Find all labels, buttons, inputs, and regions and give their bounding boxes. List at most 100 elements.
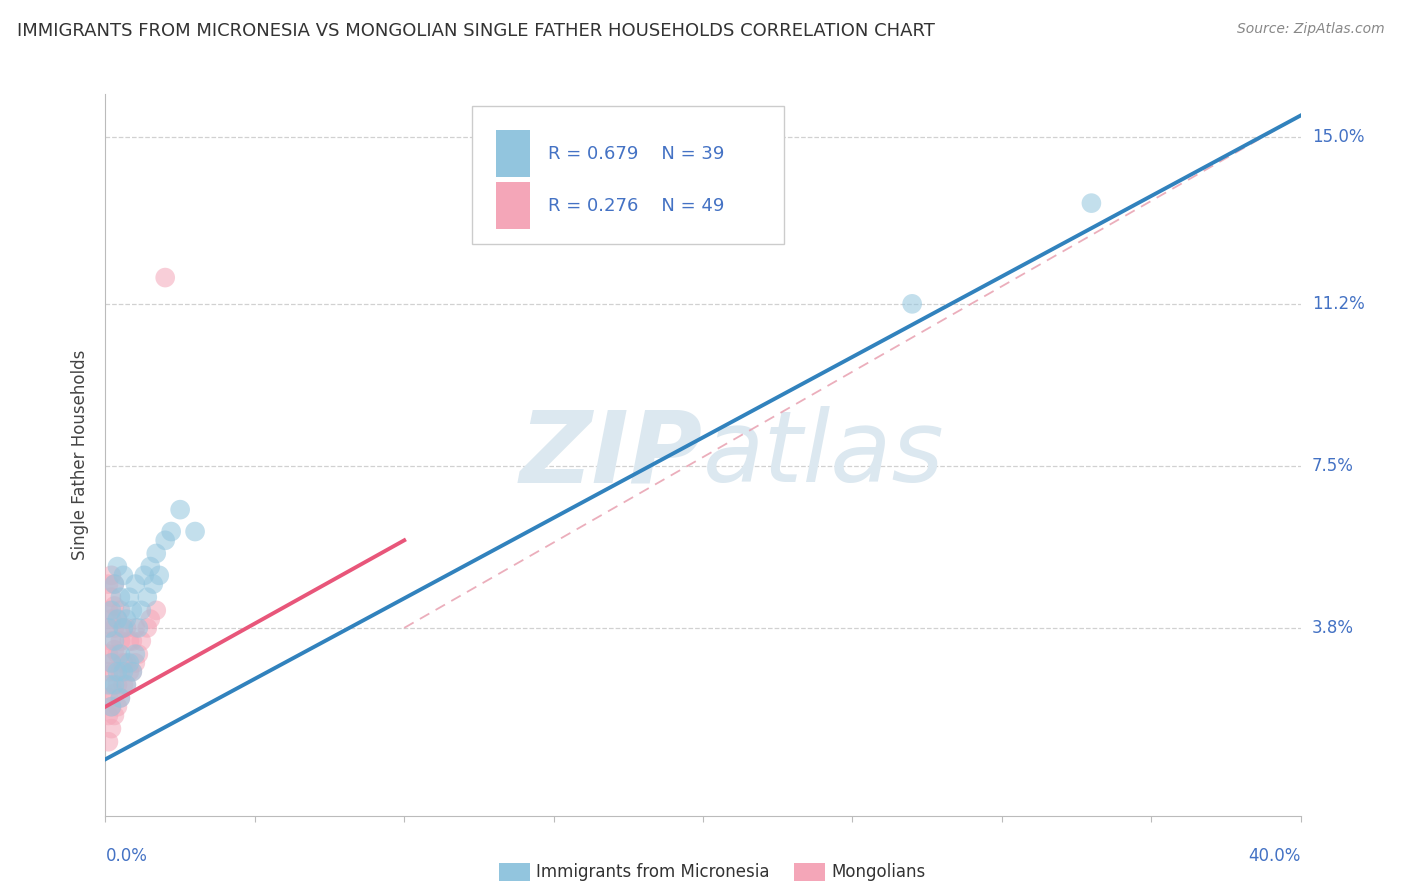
Point: [118, 656, 141, 670]
Point: [139, 612, 162, 626]
Point: [124, 647, 146, 661]
Point: [160, 524, 183, 539]
Point: [124, 621, 146, 635]
Point: [107, 647, 129, 661]
Point: [136, 591, 159, 605]
Point: [97, 665, 120, 679]
Point: [112, 665, 135, 679]
Point: [142, 577, 165, 591]
Point: [121, 634, 143, 648]
Text: Mongolians: Mongolians: [831, 863, 925, 881]
Point: [121, 665, 143, 679]
Point: [127, 647, 149, 661]
Point: [97, 603, 120, 617]
Point: [121, 603, 143, 617]
Point: [97, 708, 120, 723]
Text: IMMIGRANTS FROM MICRONESIA VS MONGOLIAN SINGLE FATHER HOUSEHOLDS CORRELATION CHA: IMMIGRANTS FROM MICRONESIA VS MONGOLIAN …: [17, 22, 935, 40]
Point: [112, 678, 135, 692]
Point: [97, 577, 120, 591]
Point: [110, 647, 132, 661]
Point: [100, 699, 122, 714]
Text: Source: ZipAtlas.com: Source: ZipAtlas.com: [1237, 22, 1385, 37]
Text: R = 0.679    N = 39: R = 0.679 N = 39: [547, 145, 724, 162]
Text: 3.8%: 3.8%: [1312, 619, 1354, 637]
Point: [112, 621, 135, 635]
Point: [103, 577, 125, 591]
Text: 0.0%: 0.0%: [105, 847, 148, 864]
Text: 15.0%: 15.0%: [1312, 128, 1364, 146]
Point: [103, 621, 125, 635]
Point: [107, 559, 129, 574]
Point: [103, 634, 125, 648]
Point: [129, 634, 153, 648]
Point: [115, 612, 138, 626]
Point: [100, 656, 122, 670]
Point: [97, 621, 120, 635]
Point: [184, 524, 207, 539]
Text: R = 0.276    N = 49: R = 0.276 N = 49: [547, 196, 724, 215]
Point: [124, 577, 146, 591]
Y-axis label: Single Father Households: Single Father Households: [72, 350, 90, 560]
Point: [100, 603, 122, 617]
Point: [107, 678, 129, 692]
Point: [107, 612, 129, 626]
Point: [115, 678, 138, 692]
Point: [136, 621, 159, 635]
Point: [134, 568, 156, 582]
Point: [112, 568, 135, 582]
Point: [97, 647, 120, 661]
Text: 40.0%: 40.0%: [1249, 847, 1301, 864]
Text: Immigrants from Micronesia: Immigrants from Micronesia: [536, 863, 769, 881]
Point: [103, 687, 125, 701]
Point: [103, 708, 125, 723]
Point: [97, 735, 120, 749]
Text: 7.5%: 7.5%: [1312, 457, 1354, 475]
Point: [118, 634, 141, 648]
Point: [103, 599, 125, 613]
FancyBboxPatch shape: [472, 106, 785, 244]
Point: [100, 591, 122, 605]
Point: [145, 546, 167, 560]
FancyBboxPatch shape: [496, 182, 530, 229]
Point: [115, 656, 138, 670]
Point: [139, 559, 162, 574]
Point: [1080, 196, 1102, 211]
Text: ZIP: ZIP: [520, 407, 703, 503]
Point: [103, 665, 125, 679]
Point: [155, 533, 177, 548]
Point: [100, 568, 122, 582]
Point: [110, 690, 132, 705]
Point: [155, 270, 177, 285]
Point: [100, 678, 122, 692]
Point: [124, 656, 146, 670]
FancyBboxPatch shape: [496, 130, 530, 178]
Point: [115, 621, 138, 635]
Point: [103, 678, 125, 692]
Point: [145, 603, 167, 617]
Point: [103, 577, 125, 591]
Point: [110, 690, 132, 705]
Point: [110, 603, 132, 617]
Point: [112, 621, 135, 635]
Point: [100, 656, 122, 670]
Point: [100, 612, 122, 626]
Point: [100, 722, 122, 736]
Point: [115, 678, 138, 692]
Point: [107, 699, 129, 714]
Point: [107, 612, 129, 626]
Point: [148, 568, 170, 582]
Point: [100, 699, 122, 714]
Point: [107, 665, 129, 679]
Point: [127, 621, 149, 635]
Text: 11.2%: 11.2%: [1312, 295, 1364, 313]
Point: [121, 665, 143, 679]
Point: [169, 502, 191, 516]
Point: [97, 621, 120, 635]
Point: [110, 634, 132, 648]
Point: [97, 690, 120, 705]
Point: [112, 656, 135, 670]
Point: [103, 642, 125, 657]
Point: [901, 297, 924, 311]
Point: [118, 665, 141, 679]
Point: [100, 634, 122, 648]
